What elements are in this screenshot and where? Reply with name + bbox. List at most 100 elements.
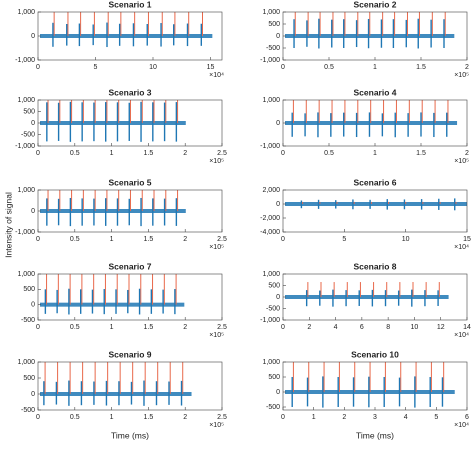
x-tick-label: 6 (360, 324, 364, 331)
x-tick-label: 1 (312, 414, 316, 421)
plot-area (40, 12, 213, 48)
x-tick-label: 2.5 (217, 324, 227, 331)
x-tick-label: 0 (281, 414, 285, 421)
x-tick-label: 1.5 (144, 324, 154, 331)
y-tick-label: -1,000 (15, 143, 35, 150)
x-tick-label: 1 (110, 236, 114, 243)
y-tick-label: -1,000 (260, 57, 280, 64)
x-tick-label: 0 (36, 324, 40, 331)
x-tick-label: 1 (110, 414, 114, 421)
x-exponent: ×10⁴ (454, 422, 469, 429)
baseline-noise (285, 295, 449, 299)
plot-area (40, 100, 186, 142)
x-tick-label: 0 (36, 414, 40, 421)
x-tick-label: 10 (411, 324, 419, 331)
x-tick-label: 4 (404, 414, 408, 421)
x-tick-label: 2 (183, 236, 187, 243)
traces (285, 362, 455, 408)
x-tick-label: 0.5 (70, 414, 80, 421)
y-tick-label: 0 (276, 201, 280, 208)
subplot-title: Scenario 8 (354, 261, 397, 271)
traces (285, 100, 458, 138)
x-exponent: ×10⁵ (209, 422, 224, 429)
y-tick-label: 0 (31, 33, 35, 40)
y-tick-label: -2,000 (260, 215, 280, 222)
x-exponent: ×10⁴ (454, 244, 469, 251)
plot-area (40, 274, 185, 315)
traces (285, 12, 455, 49)
x-tick-label: 1.5 (144, 414, 154, 421)
x-exponent: ×10⁴ (454, 332, 469, 339)
x-tick-label: 2 (465, 150, 469, 157)
plot-area (40, 190, 186, 227)
y-tick-label: 2,000 (262, 187, 280, 194)
y-tick-label: -500 (266, 45, 280, 52)
x-tick-label: 1.5 (416, 150, 426, 157)
subplot-title: Scenario 6 (354, 177, 397, 187)
y-tick-label: 500 (268, 374, 280, 381)
y-tick-label: 0 (276, 294, 280, 301)
y-tick-label: -500 (266, 305, 280, 312)
baseline-noise (40, 34, 213, 38)
plot-area (285, 362, 455, 408)
x-tick-label: 10 (149, 64, 157, 71)
x-exponent: ×10⁵ (209, 244, 224, 251)
traces (40, 190, 186, 227)
x-tick-label: 1.5 (144, 236, 154, 243)
subplot-title: Scenario 5 (109, 177, 152, 187)
x-tick-label: 2 (183, 414, 187, 421)
subplot-title: Scenario 4 (354, 87, 397, 97)
y-tick-label: -1,000 (15, 229, 35, 236)
x-exponent: ×10⁴ (209, 72, 224, 79)
x-tick-label: 4 (334, 324, 338, 331)
x-exponent: ×10⁵ (454, 158, 469, 165)
x-tick-label: 5 (342, 236, 346, 243)
x-tick-label: 2 (307, 324, 311, 331)
y-tick-label: -1,000 (15, 57, 35, 64)
y-tick-label: 1,000 (17, 97, 35, 104)
x-tick-label: 2 (342, 414, 346, 421)
x-tick-label: 0.5 (324, 64, 334, 71)
baseline-noise (40, 121, 186, 125)
y-tick-label: -1,000 (260, 143, 280, 150)
x-tick-label: 15 (463, 236, 471, 243)
y-tick-label: 1,000 (262, 9, 280, 16)
y-tick-label: 0 (31, 208, 35, 215)
x-tick-label: 1 (110, 150, 114, 157)
y-tick-label: 500 (23, 286, 35, 293)
subplot-title: Scenario 3 (109, 87, 152, 97)
y-tick-label: 500 (23, 108, 35, 115)
x-axis-label: Time (ms) (111, 430, 149, 440)
y-tick-label: 500 (268, 282, 280, 289)
axes-frame (282, 361, 468, 411)
x-tick-label: 2.5 (217, 150, 227, 157)
y-tick-label: 0 (31, 302, 35, 309)
x-tick-label: 2 (465, 64, 469, 71)
subplot-title: Scenario 10 (351, 349, 399, 359)
x-tick-label: 0.5 (70, 324, 80, 331)
y-tick-label: 1,000 (262, 359, 280, 366)
y-tick-label: 500 (23, 375, 35, 382)
x-tick-label: 14 (463, 324, 471, 331)
axes-frame (282, 189, 468, 233)
y-tick-label: 0 (276, 389, 280, 396)
y-tick-label: 0 (31, 391, 35, 398)
x-tick-label: 1.5 (416, 64, 426, 71)
baseline-noise (40, 302, 185, 307)
axes-frame (37, 273, 223, 321)
x-tick-label: 1 (373, 150, 377, 157)
plot-area (40, 362, 192, 406)
y-tick-label: 1,000 (17, 271, 35, 278)
x-tick-label: 1.5 (144, 150, 154, 157)
baseline-noise (285, 202, 467, 206)
y-tick-label: 1,000 (17, 187, 35, 194)
y-tick-label: -500 (266, 404, 280, 411)
traces (40, 100, 186, 142)
baseline-noise (40, 209, 186, 213)
x-tick-label: 1 (110, 324, 114, 331)
x-tick-label: 0.5 (70, 236, 80, 243)
x-tick-label: 3 (373, 414, 377, 421)
y-tick-label: 1,000 (17, 9, 35, 16)
x-tick-label: 0 (281, 64, 285, 71)
